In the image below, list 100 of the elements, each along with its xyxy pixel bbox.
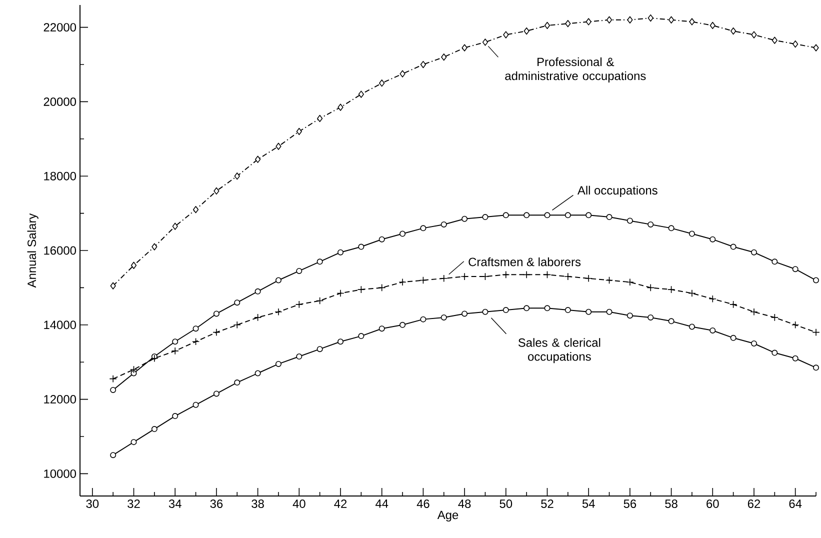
x-tick-label: 32	[128, 500, 140, 508]
point	[152, 243, 158, 250]
point	[110, 282, 116, 290]
point	[171, 347, 179, 355]
point	[462, 216, 468, 222]
point	[192, 206, 199, 214]
point	[378, 236, 385, 242]
point	[626, 218, 633, 224]
point	[130, 262, 137, 269]
x-tick-label: 40	[292, 500, 306, 508]
point	[502, 212, 509, 218]
point	[482, 308, 488, 315]
point	[710, 327, 716, 334]
point	[750, 340, 757, 346]
point	[276, 142, 282, 150]
point	[462, 44, 468, 52]
point	[274, 308, 282, 316]
point	[172, 338, 178, 345]
point	[627, 16, 633, 24]
point	[750, 249, 757, 256]
point	[192, 326, 199, 332]
point	[379, 80, 385, 87]
point	[730, 300, 738, 308]
y-tick-label: 20000	[44, 97, 76, 106]
point	[172, 413, 178, 420]
point	[751, 31, 757, 38]
x-axis-title: Age	[437, 510, 458, 522]
point	[110, 452, 116, 458]
point	[358, 244, 364, 250]
x-tick-label: 56	[624, 500, 636, 508]
x-tick-label: 42	[334, 500, 347, 508]
point	[109, 375, 117, 383]
point	[626, 278, 634, 286]
point	[338, 249, 344, 256]
point	[151, 426, 158, 432]
x-tick-label: 60	[706, 500, 719, 508]
x-tick-label: 52	[541, 500, 554, 508]
point	[254, 370, 261, 376]
point	[233, 321, 241, 329]
point	[689, 18, 695, 26]
point	[130, 366, 138, 374]
point	[792, 266, 798, 272]
point	[668, 318, 674, 324]
y-tick-label: 14000	[44, 320, 76, 330]
point	[792, 40, 798, 48]
point	[316, 296, 324, 305]
x-tick-label: 46	[416, 500, 430, 508]
point	[420, 316, 426, 322]
point	[296, 128, 302, 136]
point	[524, 305, 530, 312]
point	[688, 230, 695, 237]
point	[130, 439, 137, 446]
point	[316, 258, 323, 265]
point	[812, 328, 820, 336]
point	[234, 380, 240, 386]
point	[668, 16, 674, 24]
annotation: Craftsmen & laborers	[468, 257, 581, 266]
point	[710, 236, 716, 242]
point	[544, 305, 550, 312]
point	[462, 310, 468, 317]
point	[544, 212, 550, 218]
point	[648, 314, 654, 320]
point	[234, 300, 240, 306]
point	[584, 274, 592, 282]
point	[420, 225, 426, 232]
point	[813, 44, 819, 52]
point	[254, 314, 262, 322]
point	[668, 225, 674, 232]
x-tick-label: 54	[582, 500, 595, 508]
point	[502, 270, 510, 278]
point	[254, 288, 261, 294]
y-tick-label: 12000	[44, 395, 76, 404]
point	[295, 300, 303, 308]
point	[214, 187, 220, 195]
point	[172, 222, 178, 230]
point	[730, 27, 736, 35]
point	[357, 286, 365, 294]
x-tick-label: 44	[375, 500, 388, 508]
point	[688, 324, 695, 330]
x-tick-label: 62	[748, 500, 760, 508]
y-axis-title: Annual Salary	[27, 213, 38, 288]
point	[110, 386, 116, 393]
point	[772, 258, 778, 265]
y-tick-label: 18000	[44, 172, 76, 180]
point	[213, 390, 220, 397]
point	[543, 270, 552, 278]
point	[524, 212, 530, 218]
point	[730, 244, 736, 250]
annotation: Professional & administrative occupations	[505, 57, 646, 82]
point	[770, 314, 778, 322]
point	[441, 53, 447, 61]
point	[564, 212, 571, 218]
point	[130, 370, 137, 376]
point	[730, 334, 736, 341]
point	[420, 60, 426, 68]
point	[648, 14, 654, 22]
point	[503, 31, 509, 38]
point	[338, 104, 344, 111]
point	[792, 355, 798, 362]
point	[150, 354, 158, 362]
